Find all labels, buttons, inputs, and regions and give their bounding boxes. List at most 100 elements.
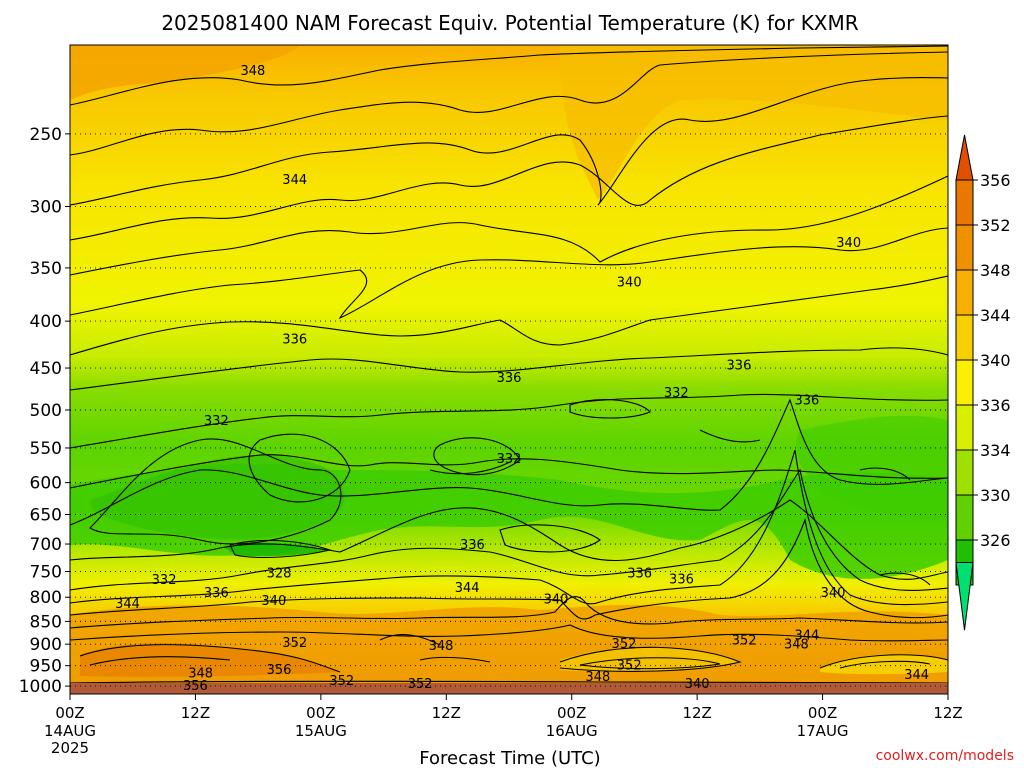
contour-label-332: 332 (497, 452, 522, 467)
x-tick-sub-6: 17AUG (797, 722, 849, 740)
contour-label-348: 348 (585, 670, 610, 685)
colorbar-label-352: 352 (980, 216, 1011, 235)
contour-label-332: 332 (204, 414, 229, 429)
contour-label-336: 336 (669, 572, 694, 587)
contour-label-332: 332 (152, 573, 177, 588)
contour-label-340: 340 (836, 236, 861, 251)
colorbar-swatch-4 (955, 359, 974, 406)
colorbar-label-326: 326 (980, 531, 1011, 550)
colorbar-swatch-5 (955, 404, 974, 451)
contour-label-352: 352 (617, 658, 642, 673)
y-tick-label-1000: 1000 (19, 677, 62, 697)
contour-label-352: 352 (732, 634, 757, 649)
y-tick-label-350: 350 (30, 259, 62, 279)
colorbar-label-336: 336 (980, 396, 1011, 415)
theta-e-field (70, 45, 948, 694)
x-tick-sub-4: 16AUG (546, 722, 598, 740)
x-tick-label-1: 12Z (181, 704, 210, 722)
y-tick-label-250: 250 (30, 125, 62, 145)
upper-orange-patch (70, 45, 300, 100)
colorbar-label-330: 330 (980, 486, 1011, 505)
contour-label-356: 356 (183, 679, 208, 694)
contour-label-340: 340 (821, 586, 846, 601)
colorbar-label-340: 340 (980, 351, 1011, 370)
y-tick-label-650: 650 (30, 506, 62, 526)
contour-label-344: 344 (455, 581, 480, 596)
color-patches (70, 45, 948, 694)
contour-label-340: 340 (261, 594, 286, 609)
x-tick-sub-2: 15AUG (295, 722, 347, 740)
colorbar-label-356: 356 (980, 171, 1011, 190)
chart-title: 2025081400 NAM Forecast Equiv. Potential… (161, 11, 858, 35)
contour-label-336: 336 (282, 333, 307, 348)
x-tick-label-3: 12Z (432, 704, 461, 722)
x-axis-title: Forecast Time (UTC) (419, 748, 600, 768)
contour-label-348: 348 (188, 667, 213, 682)
contour-lines (70, 45, 948, 684)
contour-label-344: 344 (282, 173, 307, 188)
contour-label-328: 328 (267, 567, 292, 582)
contour-label-336: 336 (204, 586, 229, 601)
surface-band (70, 683, 948, 694)
contour-label-332: 332 (664, 386, 689, 401)
plot-frame (69, 44, 949, 695)
x-tick-label-2: 00Z (306, 704, 335, 722)
green-core-region (90, 454, 345, 540)
contour-label-336: 336 (727, 358, 752, 373)
x-tick-sub2-0: 2025 (51, 739, 89, 757)
contour-label-344: 344 (115, 597, 140, 612)
upper-orange-tongue (560, 45, 948, 200)
y-tick-label-900: 900 (30, 635, 62, 655)
colorbar-label-344: 344 (980, 306, 1011, 325)
y-tick-label-950: 950 (30, 657, 62, 677)
x-tick-label-6: 00Z (808, 704, 837, 722)
contour-label-352: 352 (612, 637, 637, 652)
contour-label-348: 348 (784, 637, 809, 652)
contour-label-340: 340 (685, 677, 710, 692)
colorbar: 356 352 348 344 340 336 334 330 326 (955, 134, 1011, 631)
x-tick-label-0: 00Z (55, 704, 84, 722)
max-356-patch (80, 643, 340, 677)
colorbar-label-334: 334 (980, 441, 1011, 460)
colorbar-swatch-7 (955, 494, 974, 541)
contour-label-352: 352 (408, 677, 433, 692)
colorbar-swatch-3 (955, 314, 974, 361)
y-tick-label-700: 700 (30, 535, 62, 555)
colorbar-swatch-6 (955, 449, 974, 496)
contour-label-348: 348 (429, 639, 454, 654)
y-tick-label-450: 450 (30, 359, 62, 379)
colorbar-swatch-0 (955, 179, 974, 226)
contour-label-340: 340 (617, 275, 642, 290)
y-tick-label-600: 600 (30, 474, 62, 494)
colorbar-label-348: 348 (980, 261, 1011, 280)
y-tick-label-750: 750 (30, 563, 62, 583)
contour-label-336: 336 (460, 538, 485, 553)
colorbar-swatch-1 (955, 224, 974, 271)
x-tick-label-5: 12Z (682, 704, 711, 722)
contour-label-352: 352 (329, 674, 354, 689)
y-tick-label-550: 550 (30, 439, 62, 459)
contour-label-336: 336 (794, 394, 819, 409)
contour-label-336: 336 (497, 371, 522, 386)
y-tick-label-800: 800 (30, 588, 62, 608)
site-credit: coolwx.com/models (876, 748, 1014, 764)
colorbar-swatch-2 (955, 269, 974, 316)
contour-label-348: 348 (241, 64, 266, 79)
colorbar-bottom-arrow (955, 562, 974, 631)
x-tick-label-4: 00Z (557, 704, 586, 722)
y-tick-label-300: 300 (30, 198, 62, 218)
contour-label-336: 336 (627, 567, 652, 582)
y-axis: 250 300 350 400 450 500 550 600 650 700 750 800 850 9… (19, 125, 70, 697)
x-tick-label-7: 12Z (933, 704, 962, 722)
colorbar-top-arrow (955, 134, 974, 181)
contour-label-340: 340 (544, 593, 569, 608)
contour-label-356: 356 (267, 663, 292, 678)
contour-label-352: 352 (282, 636, 307, 651)
contour-label-344: 344 (794, 628, 819, 643)
x-tick-sub-0: 14AUG (44, 722, 96, 740)
y-tick-label-850: 850 (30, 612, 62, 632)
